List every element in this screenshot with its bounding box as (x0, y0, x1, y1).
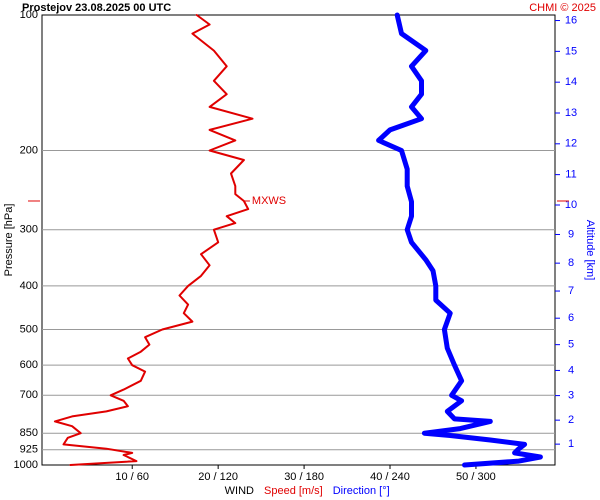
y2-tick-label: 13 (565, 107, 577, 119)
y2-tick-label: 4 (568, 364, 574, 376)
y2-tick-label: 15 (565, 45, 577, 57)
plot-frame (41, 14, 556, 466)
x-tick-label: 40 / 240 (370, 471, 410, 483)
legend-entry: Direction [°] (333, 485, 390, 497)
y2-tick-label: 9 (568, 228, 574, 240)
x-tick-label: 10 / 60 (115, 471, 149, 483)
y2-tick-label: 12 (565, 138, 577, 150)
x-tick-label: 30 / 180 (284, 471, 324, 483)
y-tick-label: 500 (20, 323, 38, 335)
y-tick-label: 300 (20, 224, 38, 236)
x-axis-label: WIND (225, 485, 254, 497)
y2-tick-label: 7 (568, 285, 574, 297)
y2-tick-label: 16 (565, 14, 577, 26)
y2-tick-label: 3 (568, 390, 574, 402)
y2-tick-label: 1 (568, 438, 574, 450)
y2-axis-label: Altitude [km] (584, 220, 596, 281)
y2-tick-label: 6 (568, 312, 574, 324)
legend-entry: Speed [m/s] (264, 485, 323, 497)
y2-tick-label: 10 (565, 199, 577, 211)
y2-tick-label: 5 (568, 339, 574, 351)
x-tick-label: 20 / 120 (198, 471, 238, 483)
y-tick-label: 850 (20, 427, 38, 439)
y2-tick-label: 2 (568, 414, 574, 426)
chart-title: Prostejov 23.08.2025 00 UTC (22, 2, 171, 14)
y2-tick-label: 11 (565, 169, 576, 181)
y-tick-label: 200 (20, 144, 38, 156)
y2-tick-label: 8 (568, 257, 574, 269)
profile-line (53, 14, 254, 466)
y-tick-label: 1000 (14, 459, 38, 471)
y-tick-label: 600 (20, 359, 38, 371)
y-axis-label: Pressure [hPa] (3, 204, 15, 277)
y-tick-label: 100 (20, 9, 38, 21)
x-tick-label: 50 / 300 (456, 471, 496, 483)
annotation-label: MXWS (252, 195, 286, 207)
y2-tick-label: 14 (565, 76, 577, 88)
y-tick-label: 925 (20, 444, 38, 456)
y-tick-label: 400 (20, 280, 38, 292)
credit: CHMI © 2025 (529, 2, 596, 14)
y-tick-label: 700 (20, 389, 38, 401)
profile-line (376, 12, 543, 468)
